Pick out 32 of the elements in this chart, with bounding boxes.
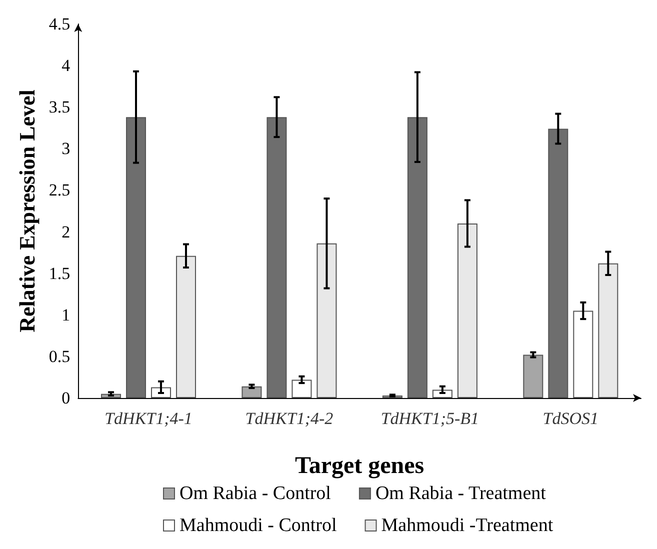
bar	[573, 310, 594, 398]
y-tick-label: 0	[62, 388, 70, 408]
bar	[242, 386, 262, 398]
legend-label: Mahmoudi - Control	[180, 515, 337, 536]
x-tick-label: TdHKT1;4-1	[104, 409, 192, 428]
bar	[316, 243, 337, 398]
y-tick-label: 1.5	[48, 264, 70, 283]
y-tick-label: 4	[62, 56, 71, 76]
legend-label: Om Rabia - Control	[180, 483, 331, 504]
x-axis-title: Target genes	[295, 453, 424, 479]
y-tick-label: 1	[62, 305, 70, 324]
y-tick-label: 0.5	[48, 346, 70, 366]
y-axis-title: Relative Expression Level	[14, 90, 40, 332]
bar	[598, 263, 618, 398]
bar	[126, 117, 146, 398]
x-tick-label: TdHKT1;4-2	[245, 409, 334, 428]
bar	[523, 354, 544, 398]
x-tick-label: TdSOS1	[542, 409, 599, 428]
y-tick-label: 4.5	[48, 14, 70, 34]
bar	[176, 256, 196, 398]
y-tick-label: 3.5	[48, 98, 70, 117]
bar	[457, 223, 478, 398]
bar	[548, 128, 568, 398]
bar	[266, 117, 287, 398]
y-tick-label: 3	[62, 139, 70, 158]
y-tick-label: 2.5	[48, 180, 70, 200]
bar	[407, 117, 428, 398]
bar	[292, 380, 312, 398]
y-tick-label: 2	[62, 222, 70, 242]
x-tick-label: TdHKT1;5-B1	[380, 409, 480, 428]
legend-label: Om Rabia - Treatment	[375, 483, 547, 504]
legend-label: Mahmoudi -Treatment	[381, 515, 554, 536]
